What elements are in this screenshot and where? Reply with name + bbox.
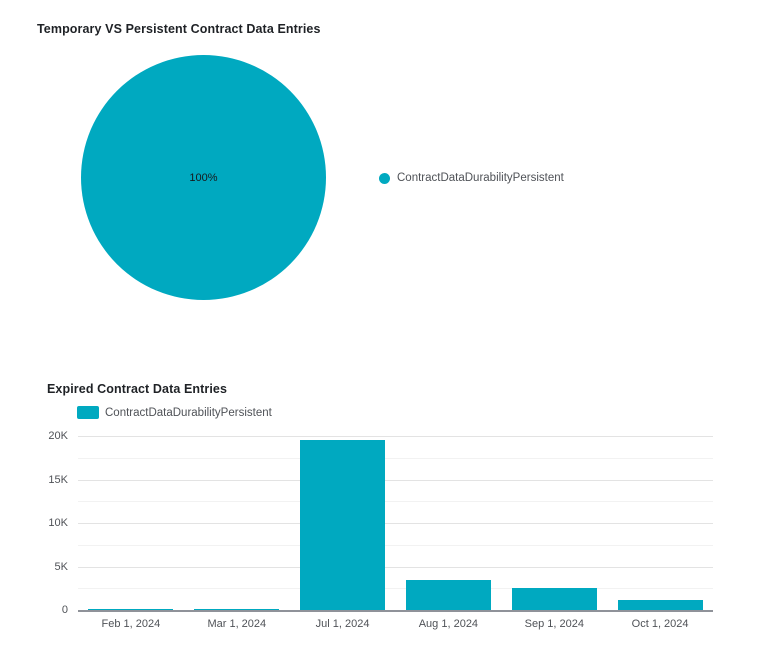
y-tick-label: 0 xyxy=(61,604,68,616)
x-tick-label: Feb 1, 2024 xyxy=(101,618,161,630)
legend-dot-icon xyxy=(379,172,390,184)
y-tick-label: 15K xyxy=(48,473,68,486)
gridline-major xyxy=(78,523,713,524)
bar-legend-item[interactable]: ContractDataDurabilityPersistent xyxy=(77,406,272,419)
pie-slice-persistent[interactable]: 100% xyxy=(81,55,326,300)
pie-legend-item[interactable]: ContractDataDurabilityPersistent xyxy=(379,172,564,184)
gridline-minor xyxy=(78,588,713,590)
y-axis-labels: 0 5K 10K 15K 20K xyxy=(0,430,68,616)
x-tick-label: Oct 1, 2024 xyxy=(631,618,689,630)
y-tick-label: 5K xyxy=(54,560,68,573)
bar-aug-1-2024[interactable] xyxy=(405,579,491,610)
y-tick-label: 20K xyxy=(48,430,68,442)
x-tick-label: Jul 1, 2024 xyxy=(315,618,370,630)
pie-legend-label: ContractDataDurabilityPersistent xyxy=(397,172,564,184)
legend-swatch-icon xyxy=(77,406,99,419)
bar-chart-plot xyxy=(78,436,713,610)
gridline-major xyxy=(78,479,713,481)
pie-panel-title: Temporary VS Persistent Contract Data En… xyxy=(37,22,321,36)
bar-panel-title: Expired Contract Data Entries xyxy=(47,382,228,396)
gridline-minor xyxy=(78,544,713,546)
x-tick-label: Sep 1, 2024 xyxy=(524,618,584,630)
bar-feb-1-2024[interactable] xyxy=(88,609,174,610)
gridline-major xyxy=(78,566,713,568)
gridline-minor xyxy=(78,457,713,459)
y-tick-label: 10K xyxy=(48,517,68,529)
x-axis-labels: Feb 1, 2024 Mar 1, 2024 Jul 1, 2024 Aug 1, … xyxy=(78,618,713,634)
x-tick-label: Aug 1, 2024 xyxy=(418,618,479,630)
bar-oct-1-2024[interactable] xyxy=(617,600,703,610)
x-tick-label: Mar 1, 2024 xyxy=(207,618,267,630)
gridline-major xyxy=(78,436,713,437)
gridline-minor xyxy=(78,501,713,503)
bar-sep-1-2024[interactable] xyxy=(511,588,597,610)
bar-mar-1-2024[interactable] xyxy=(194,609,280,610)
pie-percentage-label: 100% xyxy=(189,171,218,184)
bar-jul-1-2024[interactable] xyxy=(300,440,386,610)
x-axis-line xyxy=(78,610,713,612)
bar-legend-label: ContractDataDurabilityPersistent xyxy=(105,406,272,419)
